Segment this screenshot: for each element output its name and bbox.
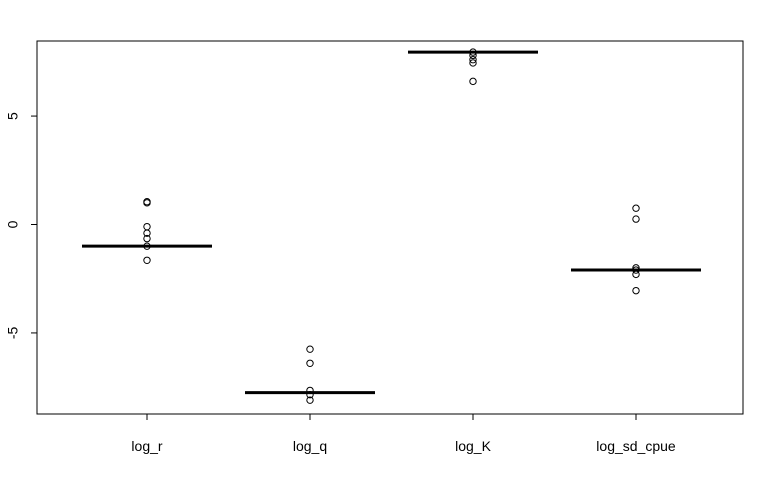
outlier-point	[143, 198, 151, 206]
y-tick-label: 0	[5, 220, 21, 228]
outlier-point	[632, 270, 640, 279]
outlier-point	[306, 386, 314, 395]
outlier-point	[632, 266, 640, 274]
x-tick-label: log_K	[455, 438, 491, 454]
x-tick-label: log_r	[131, 438, 162, 454]
x-tick-label: log_q	[293, 438, 327, 454]
outlier-point	[469, 77, 477, 86]
outlier-point	[306, 345, 314, 353]
outlier-point	[469, 59, 477, 67]
outlier-point	[632, 215, 640, 223]
x-tick-label: log_sd_cpue	[596, 438, 676, 454]
y-tick-label: -5	[5, 326, 21, 339]
plot-marks	[82, 48, 701, 404]
outlier-point	[306, 391, 314, 399]
plot-frame	[36, 40, 744, 415]
y-tick-label: 5	[5, 112, 21, 120]
outlier-point	[306, 396, 314, 404]
outlier-point	[143, 234, 151, 243]
y-axis: -5 0 5	[5, 112, 37, 339]
outlier-point	[469, 55, 477, 64]
outlier-point	[143, 229, 151, 237]
outlier-point	[469, 51, 477, 60]
outlier-point	[143, 242, 151, 250]
outlier-point	[143, 256, 151, 264]
outlier-point	[143, 222, 151, 231]
x-axis: log_r log_q log_K log_sd_cpue	[131, 414, 676, 454]
outlier-point	[469, 48, 477, 56]
outlier-point	[632, 286, 640, 295]
outlier-point	[306, 359, 314, 367]
outlier-point	[632, 204, 640, 212]
